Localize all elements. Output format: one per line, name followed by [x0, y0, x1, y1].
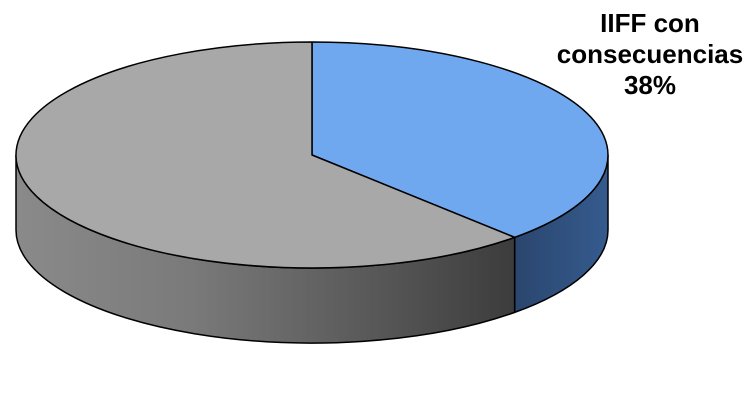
pie-slice-label-line-0: IIFF con	[600, 8, 700, 38]
pie-slice-label-line-2: 38%	[624, 70, 676, 100]
pie-slice-label-0: IIFF con consecuencias 38%	[557, 8, 743, 100]
pie-slice-label-line-1: consecuencias	[557, 39, 743, 69]
pie-labels: IIFF con consecuencias 38%	[557, 8, 743, 100]
pie-slice-1	[15, 41, 516, 269]
pie-slice-0	[311, 41, 609, 239]
pie-tops	[15, 41, 609, 269]
